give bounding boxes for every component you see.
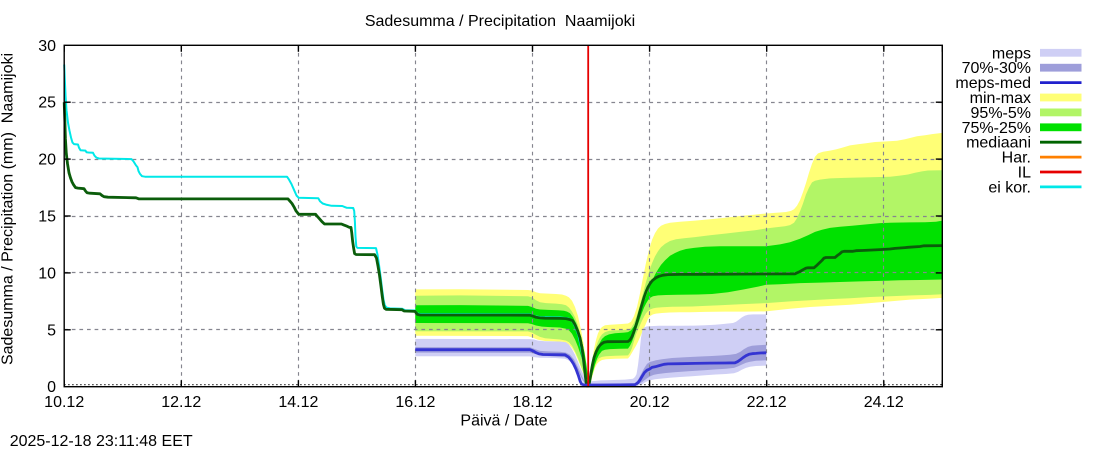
svg-text:10: 10: [38, 265, 56, 282]
svg-text:5: 5: [47, 322, 56, 339]
svg-text:70%-30%: 70%-30%: [962, 60, 1031, 77]
svg-text:meps-med: meps-med: [955, 75, 1031, 92]
svg-text:15: 15: [38, 209, 56, 226]
svg-text:22.12: 22.12: [747, 394, 787, 411]
svg-text:24.12: 24.12: [864, 394, 904, 411]
svg-text:14.12: 14.12: [278, 394, 318, 411]
svg-text:95%-5%: 95%-5%: [971, 105, 1031, 122]
svg-text:meps: meps: [992, 45, 1031, 62]
svg-text:IL: IL: [1018, 165, 1031, 182]
svg-text:20: 20: [38, 152, 56, 169]
svg-text:20.12: 20.12: [630, 394, 670, 411]
svg-text:10.12: 10.12: [44, 394, 84, 411]
svg-text:12.12: 12.12: [161, 394, 201, 411]
svg-text:Sadesumma / Precipitation (mm): Sadesumma / Precipitation (mm) Naamijoki: [0, 53, 17, 365]
svg-text:min-max: min-max: [970, 90, 1031, 107]
svg-text:Har.: Har.: [1002, 150, 1031, 167]
svg-text:mediaani: mediaani: [966, 135, 1031, 152]
svg-text:75%-25%: 75%-25%: [962, 120, 1031, 137]
svg-text:Sadesumma / Precipitation Naa: Sadesumma / Precipitation Naamijoki: [365, 13, 635, 30]
svg-text:25: 25: [38, 95, 56, 112]
svg-text:ei kor.: ei kor.: [988, 179, 1031, 196]
svg-text:18.12: 18.12: [512, 394, 552, 411]
svg-text:30: 30: [38, 38, 56, 55]
svg-text:2025-12-18 23:11:48 EET: 2025-12-18 23:11:48 EET: [10, 433, 193, 450]
svg-text:16.12: 16.12: [395, 394, 435, 411]
svg-text:Päivä / Date: Päivä / Date: [460, 413, 547, 430]
svg-text:0: 0: [47, 379, 56, 396]
